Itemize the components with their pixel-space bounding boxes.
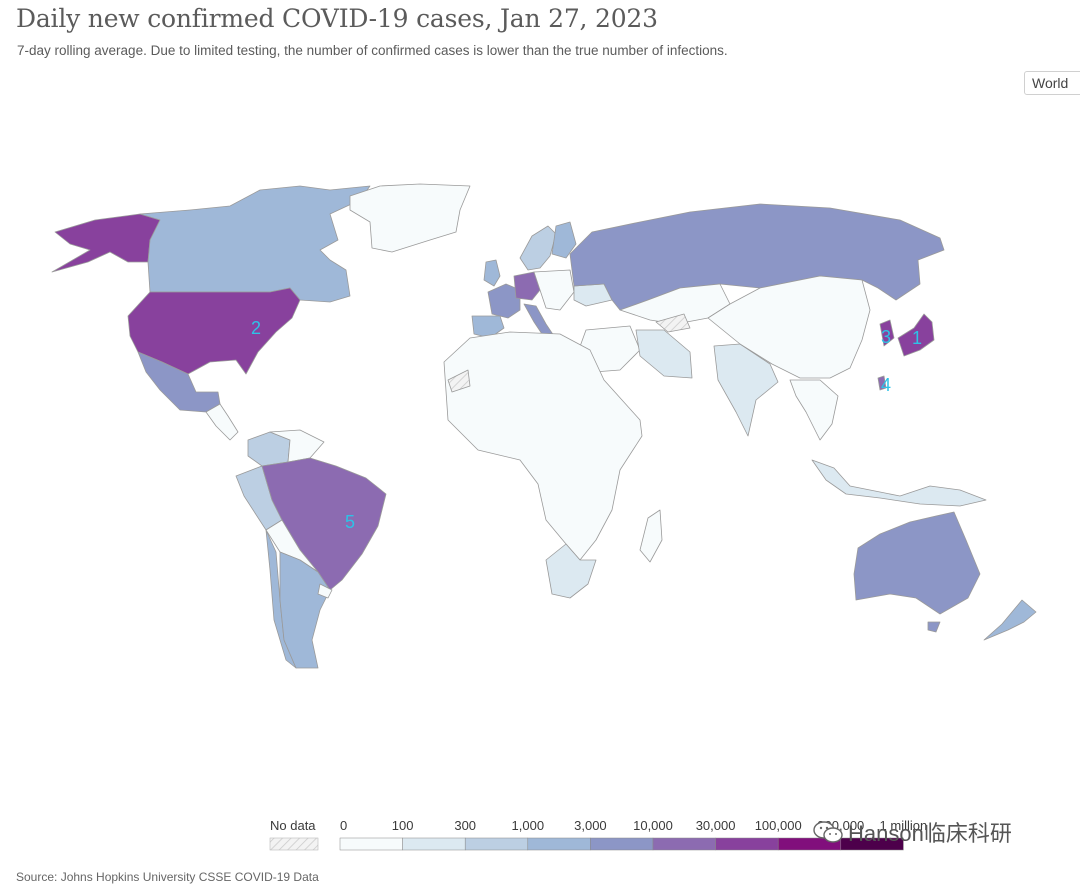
country-iran[interactable] [635, 329, 693, 379]
map-marker-1: 1 [912, 328, 922, 348]
legend-tick-label: 1,000 [512, 818, 545, 833]
country-uruguay[interactable] [317, 583, 333, 599]
map-marker-3: 3 [881, 327, 891, 347]
legend-tick-label: 300 [454, 818, 476, 833]
watermark-text: Hanson临床科研 [848, 821, 1012, 846]
legend-swatch-8 [840, 837, 904, 851]
source-note: Source: Johns Hopkins University CSSE CO… [16, 870, 319, 884]
legend-tick-label: 0 [340, 818, 347, 833]
watermark: Hanson临床科研 [812, 816, 1012, 848]
legend-no-data-swatch [269, 837, 319, 851]
country-greenland[interactable] [349, 183, 471, 253]
map-marker-5: 5 [345, 512, 355, 532]
country-tasmania[interactable] [927, 621, 941, 633]
legend: No data 0 100 300 1,000 3,000 10,000 30,000 100,… [269, 818, 928, 851]
country-madagascar[interactable] [639, 509, 663, 563]
country-south-africa[interactable] [545, 543, 597, 599]
legend-tick-label: 3,000 [574, 818, 607, 833]
country-canada[interactable] [139, 185, 371, 303]
legend-swatch-0 [339, 837, 403, 851]
country-finland[interactable] [551, 221, 577, 259]
region-select-button[interactable]: World [1024, 71, 1080, 95]
country-sweden[interactable] [519, 225, 557, 271]
legend-swatch-2 [464, 837, 529, 851]
map-marker-2: 2 [251, 318, 261, 338]
legend-swatch-6 [715, 837, 779, 851]
country-alaska[interactable] [51, 213, 161, 273]
chart-subtitle: 7-day rolling average. Due to limited te… [17, 43, 728, 58]
country-southeast-asia[interactable] [789, 379, 839, 441]
country-disputed-region[interactable] [655, 313, 691, 333]
chart-title: Daily new confirmed COVID-19 cases, Jan … [16, 4, 658, 33]
country-argentina[interactable] [279, 551, 331, 669]
country-japan[interactable] [897, 313, 935, 357]
country-eastern-europe[interactable] [533, 269, 575, 311]
country-china[interactable] [707, 275, 871, 379]
legend-swatch-4 [590, 837, 654, 851]
country-new-zealand[interactable] [983, 599, 1037, 641]
country-united-states[interactable] [127, 287, 301, 375]
wechat-icon [813, 821, 843, 843]
country-south-korea[interactable] [879, 319, 895, 347]
country-africa[interactable] [443, 331, 643, 561]
legend-tick-label: 1 million [880, 818, 928, 833]
legend-tick-label: 100 [392, 818, 414, 833]
legend-tick-label: 30,000 [696, 818, 736, 833]
map-marker-4: 4 [881, 375, 891, 395]
legend-swatch-5 [652, 837, 716, 851]
legend-tick-label: 10,000 [633, 818, 673, 833]
legend-no-data-label: No data [270, 818, 316, 833]
country-united-kingdom[interactable] [483, 259, 501, 287]
country-france[interactable] [487, 283, 521, 319]
country-russia[interactable] [569, 203, 945, 311]
country-spain[interactable] [471, 315, 505, 339]
country-taiwan[interactable] [877, 375, 887, 391]
country-central-america[interactable] [205, 403, 239, 441]
country-western-sahara[interactable] [447, 369, 471, 393]
country-germany[interactable] [513, 271, 541, 301]
legend-swatch-1 [402, 837, 466, 851]
legend-swatch-3 [527, 837, 591, 851]
country-indonesia[interactable] [811, 459, 987, 507]
legend-tick-label: 100,000 [755, 818, 802, 833]
country-australia[interactable] [853, 511, 981, 615]
